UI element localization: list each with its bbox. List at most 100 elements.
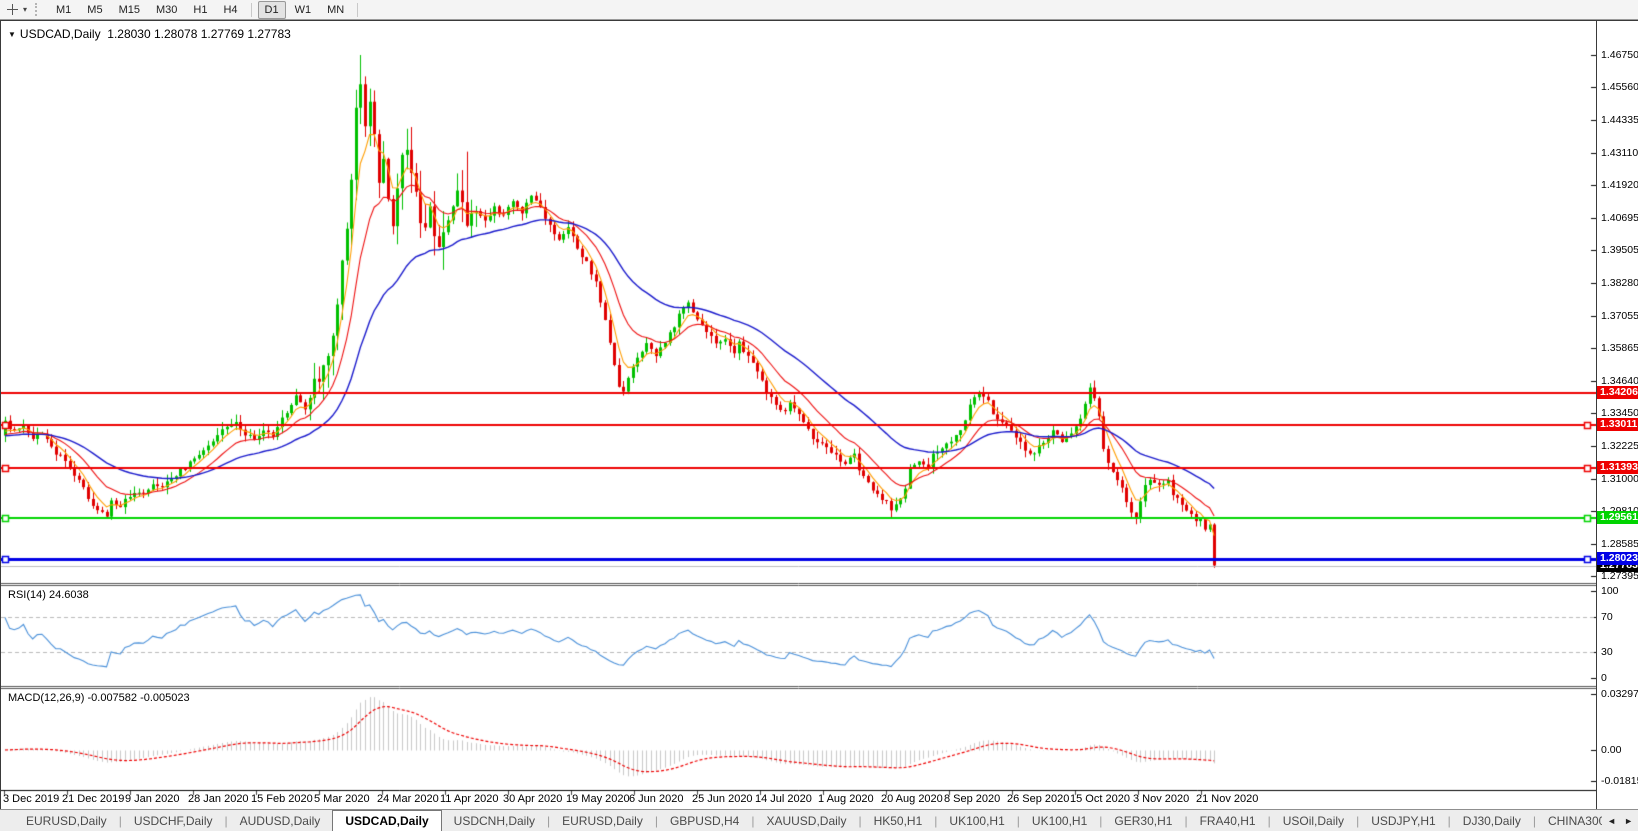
date-tick-label: 3 Dec 2019: [3, 793, 60, 805]
tab-scroll-right-icon[interactable]: ►: [1624, 815, 1633, 826]
timeframe-button-h1[interactable]: H1: [193, 3, 208, 16]
timeframe-button-m5[interactable]: M5: [87, 3, 103, 16]
timeframe-button-m1[interactable]: M1: [56, 3, 72, 16]
ohlc-values: 1.28030 1.28078 1.27769 1.27783: [107, 27, 291, 41]
toolbar: ▾ M1 M5 M15 M30 H1 H4 D1 W1 MN: [0, 0, 1638, 20]
date-tick-label: 5 Mar 2020: [314, 793, 370, 805]
rsi-indicator-label: RSI(14) 24.6038: [8, 589, 89, 601]
date-tick-label: 28 Jan 2020: [188, 793, 249, 805]
rsi-axis-label: 100: [1601, 585, 1619, 597]
tab-gbpusd-h4[interactable]: GBPUSD,H4: [669, 813, 740, 828]
dropdown-caret-icon[interactable]: ▾: [23, 5, 28, 14]
tab-divider: |: [1099, 813, 1103, 828]
macd-values: -0.007582 -0.005023: [87, 692, 190, 704]
price-tick-label: 1.38280: [1601, 277, 1638, 289]
tab-uk100-h1[interactable]: UK100,H1: [949, 813, 1005, 828]
tab-usdcnh-daily[interactable]: USDCNH,Daily: [453, 813, 536, 828]
tab-uk100-h1[interactable]: UK100,H1: [1031, 813, 1088, 828]
tab-scroll-left-icon[interactable]: ◄: [1607, 815, 1617, 826]
date-tick-label: 20 Aug 2020: [881, 793, 943, 805]
tab-divider: |: [1267, 813, 1271, 828]
date-tick-label: 19 May 2020: [566, 793, 630, 805]
tab-divider: |: [934, 813, 938, 828]
date-tick-label: 11 Apr 2020: [440, 793, 499, 805]
timeframe-button-m30[interactable]: M30: [155, 3, 178, 16]
price-tick-label: 1.34640: [1601, 375, 1638, 387]
price-tick-label: 1.33450: [1601, 407, 1638, 420]
rsi-axis-label: 30: [1601, 645, 1613, 658]
tab-hk50-h1[interactable]: HK50,H1: [873, 813, 923, 828]
rsi-axis-label: 0: [1601, 672, 1607, 684]
date-tick-label: 26 Sep 2020: [1007, 793, 1070, 805]
price-tick-label: 1.28585: [1601, 538, 1638, 550]
chart-window: ▼ USDCAD,Daily 1.28030 1.28078 1.27769 1.…: [0, 20, 1638, 810]
tab-divider: |: [224, 813, 228, 828]
price-tick-label: 1.44335: [1601, 114, 1638, 126]
price-tick-label: 1.27395: [1601, 570, 1638, 583]
price-chart-canvas[interactable]: [1, 21, 1596, 810]
tab-divider: |: [751, 813, 755, 828]
date-tick-label: 15 Oct 2020: [1070, 793, 1130, 805]
macd-axis-label: 0.00: [1601, 744, 1622, 756]
tab-fra40-h1[interactable]: FRA40,H1: [1199, 813, 1256, 828]
date-tick-label: 9 Jan 2020: [125, 793, 180, 805]
tab-usdjpy-h1[interactable]: USDJPY,H1: [1371, 813, 1436, 828]
price-tick-label: 1.35865: [1601, 342, 1638, 355]
price-tick-label: 1.39505: [1601, 244, 1638, 257]
toolbar-separator: [357, 2, 359, 17]
price-tick-label: 1.31000: [1601, 472, 1638, 485]
tab-xauusd-daily[interactable]: XAUUSD,Daily: [766, 813, 847, 828]
chart-tab-bar: EURUSD,Daily | USDCHF,Daily | AUDUSD,Daily US…: [0, 809, 1638, 831]
timeframe-button-mn[interactable]: MN: [327, 3, 345, 16]
date-tick-label: 3 Nov 2020: [1133, 793, 1190, 805]
price-tick-label: 1.45560: [1601, 81, 1638, 94]
tab-usdchf-daily[interactable]: USDCHF,Daily: [133, 813, 213, 828]
symbol-label: USDCAD,Daily: [19, 27, 101, 41]
date-tick-label: 14 Jul 2020: [755, 793, 812, 805]
date-tick-label: 8 Sep 2020: [944, 793, 1001, 805]
date-tick-label: 24 Mar 2020: [377, 793, 439, 805]
price-level-label: 1.29561: [1597, 510, 1638, 524]
price-tick-label: 1.43110: [1601, 146, 1638, 159]
tab-usdcad-daily[interactable]: USDCAD,Daily: [332, 810, 442, 831]
tab-ger30-h1[interactable]: GER30,H1: [1114, 813, 1173, 828]
tab-divider: |: [1184, 813, 1188, 828]
tab-audusd-daily[interactable]: AUDUSD,Daily: [239, 813, 321, 828]
price-tick-label: 1.32225: [1601, 440, 1638, 452]
timeframe-button-h4[interactable]: H4: [223, 3, 238, 16]
tab-scroll-arrows: ◄ ►: [1602, 809, 1638, 831]
chart-title: ▼ USDCAD,Daily 1.28030 1.28078 1.27769 1.…: [8, 27, 291, 41]
tab-divider: |: [118, 813, 122, 828]
tab-divider: |: [547, 813, 551, 828]
timeframe-button-d1[interactable]: D1: [257, 0, 286, 19]
tab-usoil-daily[interactable]: USOil,Daily: [1282, 813, 1345, 828]
price-tick-label: 1.46750: [1601, 49, 1638, 61]
date-tick-label: 6 Jun 2020: [629, 793, 684, 805]
collapse-arrow-icon[interactable]: ▼: [8, 30, 16, 39]
tab-divider: |: [1447, 813, 1451, 828]
tab-divider: |: [654, 813, 658, 828]
price-level-label: 1.28023: [1597, 552, 1638, 566]
macd-axis-label: -0.018154: [1601, 774, 1638, 787]
date-tick-label: 21 Nov 2020: [1196, 793, 1259, 805]
date-tick-label: 25 Jun 2020: [692, 793, 753, 805]
timeframe-button-group: M1 M5 M15 M30 H1 H4 D1 W1 MN: [48, 0, 363, 19]
macd-indicator-label: MACD(12,26,9) -0.007582 -0.005023: [8, 692, 190, 704]
tab-divider: |: [1016, 813, 1020, 828]
toolbar-separator: [250, 2, 252, 17]
rsi-axis-label: 70: [1601, 611, 1613, 624]
price-tick-label: 1.41920: [1601, 179, 1638, 192]
crosshair-tool-icon[interactable]: [6, 3, 20, 17]
toolbar-grip[interactable]: [35, 3, 41, 16]
price-level-label: 1.34206: [1597, 385, 1638, 399]
timeframe-button-w1[interactable]: W1: [294, 3, 312, 16]
price-axis: 1.46750 1.45560 1.44335 1.43110 1.41920 1.406…: [1596, 21, 1638, 809]
price-tick-label: 1.40695: [1601, 212, 1638, 224]
price-level-label: 1.33011: [1597, 417, 1638, 431]
tab-eurusd-daily[interactable]: EURUSD,Daily: [26, 813, 107, 828]
timeframe-button-m15[interactable]: M15: [118, 3, 140, 16]
date-tick-label: 15 Feb 2020: [251, 793, 313, 805]
tab-eurusd-daily[interactable]: EURUSD,Daily: [562, 813, 643, 828]
date-tick-label: 1 Aug 2020: [818, 793, 874, 805]
tab-dj30-daily[interactable]: DJ30,Daily: [1462, 813, 1521, 828]
